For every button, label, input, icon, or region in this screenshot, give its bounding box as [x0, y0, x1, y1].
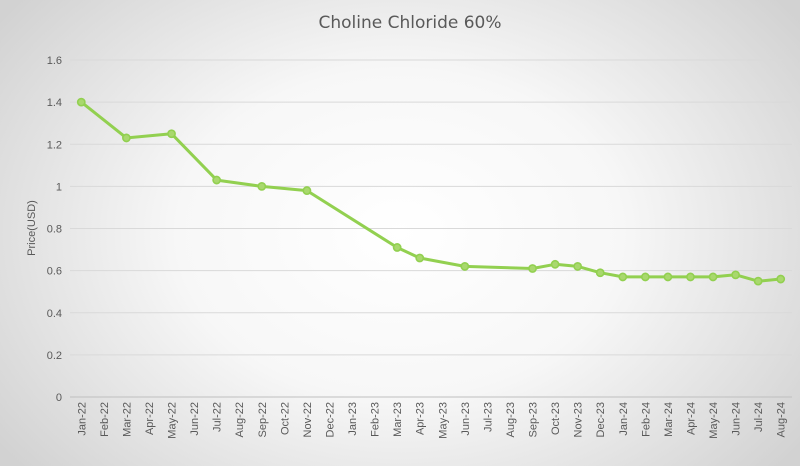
x-tick-label: Jan-23 [347, 402, 359, 436]
x-tick-label: May-24 [708, 402, 720, 439]
x-tick-label: Dec-22 [324, 402, 336, 437]
x-tick-label: Apr-22 [144, 402, 156, 435]
x-tick-label: Nov-22 [302, 402, 314, 437]
data-point [708, 272, 718, 282]
data-point [686, 272, 695, 282]
x-tick-label: Aug-24 [776, 402, 788, 437]
data-point [731, 270, 740, 280]
y-tick-label: 0.8 [47, 224, 62, 236]
data-point [460, 262, 470, 271]
x-tick-label: Apr-24 [685, 402, 697, 435]
x-tick-label: Jun-23 [460, 402, 472, 436]
y-tick-label: 0 [56, 392, 62, 404]
data-point [302, 186, 312, 195]
data-point [550, 259, 560, 269]
x-tick-label: Aug-22 [234, 402, 246, 437]
y-tick-label: 1.6 [47, 55, 62, 67]
data-point [595, 268, 605, 278]
x-tick-label: Aug-23 [505, 402, 517, 437]
y-tick-label: 0.4 [47, 308, 62, 320]
data-point [528, 264, 537, 273]
x-tick-label: Oct-23 [550, 402, 562, 435]
data-point [76, 97, 86, 107]
x-tick-label: Sep-23 [528, 402, 540, 437]
data-point [167, 129, 176, 139]
x-tick-label: May-22 [167, 402, 179, 439]
x-tick-label: Mar-23 [392, 402, 404, 437]
x-tick-label: Feb-24 [640, 402, 652, 437]
y-axis-ticks: 0 0.2 0.4 0.6 0.8 1 1.2 1.4 1.6 [47, 55, 62, 404]
x-tick-label: Jan-22 [76, 402, 88, 436]
x-tick-label: Feb-23 [370, 402, 382, 437]
x-axis-ticks: Jan-22 Feb-22 Mar-22 Apr-22 May-22 Jun-22 Jul-… [76, 402, 787, 439]
x-tick-label: Jun-22 [189, 402, 201, 436]
data-point [212, 175, 222, 185]
y-tick-label: 1.2 [47, 139, 62, 151]
x-tick-label: Dec-23 [595, 402, 607, 437]
data-point [663, 272, 673, 282]
x-tick-label: Jul-22 [212, 402, 224, 432]
x-tick-label: Apr-23 [415, 402, 427, 435]
y-axis-label: Price(USD) [26, 200, 38, 256]
x-tick-label: Mar-24 [663, 402, 675, 437]
x-tick-label: Oct-22 [279, 402, 291, 435]
x-tick-label: Feb-22 [99, 402, 111, 437]
x-tick-label: Jul-24 [753, 402, 765, 432]
y-tick-label: 0.6 [47, 266, 62, 278]
y-tick-label: 1 [56, 181, 62, 193]
x-tick-label: May-23 [437, 402, 449, 439]
series-price [76, 97, 786, 286]
data-point [257, 181, 267, 191]
data-point [618, 272, 628, 282]
x-tick-label: Jan-24 [618, 402, 630, 436]
data-point [640, 272, 650, 282]
x-tick-label: Mar-22 [121, 402, 133, 437]
data-point [573, 262, 583, 271]
x-tick-label: Jul-23 [482, 402, 494, 432]
data-point [392, 243, 402, 252]
chart-title: Choline Chloride 60% [318, 13, 501, 33]
data-point [776, 274, 786, 284]
gridlines [70, 59, 792, 356]
x-tick-label: Jun-24 [731, 402, 743, 436]
data-point [415, 253, 425, 263]
data-point [753, 276, 763, 286]
series-line [79, 100, 783, 283]
x-tick-label: Nov-23 [573, 402, 585, 437]
x-tick-label: Sep-22 [257, 402, 269, 437]
data-point [122, 133, 131, 143]
y-tick-label: 1.4 [47, 97, 62, 109]
y-tick-label: 0.2 [47, 350, 62, 362]
